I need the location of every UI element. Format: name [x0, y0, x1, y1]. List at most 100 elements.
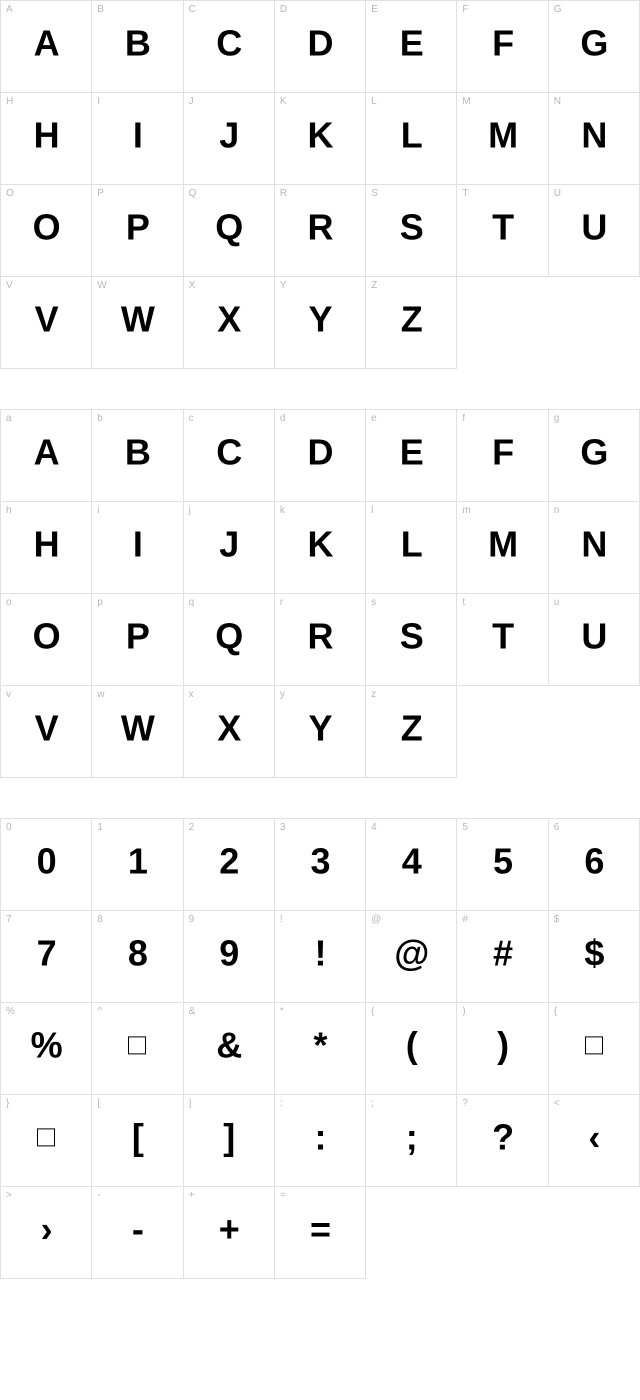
cell-label: 4: [371, 822, 377, 833]
cell-glyph: G: [580, 22, 607, 64]
glyph-cell: @@: [366, 911, 457, 1003]
glyph-cell: YY: [275, 277, 366, 369]
cell-glyph: K: [307, 523, 332, 565]
cell-label: 6: [554, 822, 560, 833]
glyph-cell: rR: [275, 594, 366, 686]
glyph-cell: 22: [184, 819, 275, 911]
glyph-cell: OO: [1, 185, 92, 277]
cell-label: f: [462, 413, 465, 424]
cell-glyph: ]: [223, 1116, 234, 1158]
glyph-cell: EE: [366, 1, 457, 93]
glyph-cell: 55: [457, 819, 548, 911]
cell-glyph: !: [314, 932, 325, 974]
cell-glyph: V: [35, 298, 58, 340]
cell-label: k: [280, 505, 285, 516]
cell-glyph: X: [217, 298, 240, 340]
cell-glyph: J: [219, 523, 238, 565]
charmap-section-uppercase: AABBCCDDEEFFGGHHIIJJKKLLMMNNOOPPQQRRSSTT…: [0, 0, 640, 369]
cell-glyph: *: [313, 1024, 326, 1066]
cell-glyph: 8: [128, 932, 147, 974]
cell-glyph: E: [400, 431, 423, 473]
cell-glyph: L: [401, 523, 422, 565]
cell-label: U: [554, 188, 561, 199]
glyph-cell: {: [549, 1003, 640, 1095]
cell-label: }: [6, 1098, 9, 1109]
cell-label: [: [97, 1098, 100, 1109]
cell-label: F: [462, 4, 468, 15]
cell-label: E: [371, 4, 378, 15]
cell-glyph: J: [219, 114, 238, 156]
cell-glyph: ‹: [588, 1116, 599, 1158]
cell-label: W: [97, 280, 106, 291]
cell-glyph: B: [125, 22, 150, 64]
cell-label: J: [189, 96, 194, 107]
cell-label: >: [6, 1190, 12, 1201]
glyph-cell: hH: [1, 502, 92, 594]
cell-label: X: [189, 280, 196, 291]
glyph-cell: 77: [1, 911, 92, 1003]
cell-glyph: ?: [492, 1116, 513, 1158]
cell-glyph: N: [581, 114, 606, 156]
cell-label: b: [97, 413, 103, 424]
glyph-cell: UU: [549, 185, 640, 277]
cell-label: :: [280, 1098, 283, 1109]
glyph-cell: II: [92, 93, 183, 185]
glyph-cell: qQ: [184, 594, 275, 686]
cell-glyph: Y: [308, 298, 331, 340]
cell-glyph: P: [126, 615, 149, 657]
cell-glyph: C: [216, 431, 241, 473]
cell-glyph: 2: [219, 840, 238, 882]
cell-label: r: [280, 597, 283, 608]
glyph-cell: JJ: [184, 93, 275, 185]
cell-label: A: [6, 4, 13, 15]
glyph-cell: LL: [366, 93, 457, 185]
cell-glyph: :: [314, 1116, 325, 1158]
cell-glyph: U: [581, 615, 606, 657]
cell-label: h: [6, 505, 12, 516]
cell-glyph: =: [310, 1208, 330, 1250]
glyph-cell: kK: [275, 502, 366, 594]
glyph-cell: sS: [366, 594, 457, 686]
glyph-cell: XX: [184, 277, 275, 369]
cell-label: ;: [371, 1098, 374, 1109]
glyph-cell: vV: [1, 686, 92, 778]
glyph-cell: mM: [457, 502, 548, 594]
cell-label: I: [97, 96, 100, 107]
cell-label: %: [6, 1006, 15, 1017]
cell-label: 3: [280, 822, 286, 833]
cell-label: w: [97, 689, 104, 700]
cell-glyph: H: [34, 523, 59, 565]
glyph-cell: [[: [92, 1095, 183, 1187]
cell-label: v: [6, 689, 11, 700]
glyph-cell: PP: [92, 185, 183, 277]
cell-label: +: [189, 1190, 195, 1201]
cell-glyph: 6: [584, 840, 603, 882]
glyph-cell: }: [1, 1095, 92, 1187]
cell-label: -: [97, 1190, 100, 1201]
cell-glyph: %: [31, 1024, 62, 1066]
cell-label: =: [280, 1190, 286, 1201]
glyph-cell: >›: [1, 1187, 92, 1279]
empty-cell: [549, 277, 640, 369]
glyph-cell: )): [457, 1003, 548, 1095]
cell-glyph: [37, 1128, 55, 1146]
cell-glyph: W: [121, 707, 154, 749]
cell-glyph: A: [34, 22, 59, 64]
glyph-cell: SS: [366, 185, 457, 277]
empty-cell: [366, 1187, 457, 1279]
glyph-cell: CC: [184, 1, 275, 93]
cell-glyph: F: [492, 431, 513, 473]
cell-label: n: [554, 505, 560, 516]
cell-glyph: Z: [401, 707, 422, 749]
cell-glyph: P: [126, 206, 149, 248]
glyph-cell: iI: [92, 502, 183, 594]
cell-glyph: O: [33, 615, 60, 657]
cell-label: m: [462, 505, 470, 516]
glyph-cell: oO: [1, 594, 92, 686]
cell-label: @: [371, 914, 381, 925]
cell-label: x: [189, 689, 194, 700]
cell-label: Y: [280, 280, 287, 291]
glyph-cell: dD: [275, 410, 366, 502]
cell-label: ^: [97, 1006, 102, 1017]
cell-label: t: [462, 597, 465, 608]
